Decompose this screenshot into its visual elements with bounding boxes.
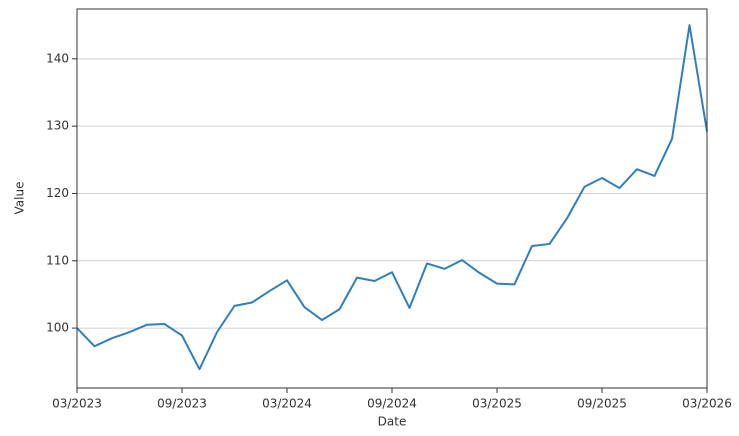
x-tick-label: 09/2023 <box>157 397 207 411</box>
x-tick-label: 03/2025 <box>472 397 522 411</box>
x-tick-label: 03/2026 <box>682 397 732 411</box>
x-axis-label: Date <box>378 415 407 429</box>
plot-frame <box>76 8 708 389</box>
y-tick-label: 100 <box>46 321 69 335</box>
x-tick-label: 09/2025 <box>577 397 627 411</box>
y-tick-label: 130 <box>46 119 69 133</box>
x-tick-label: 03/2024 <box>262 397 312 411</box>
x-tick-label: 09/2024 <box>367 397 417 411</box>
y-tick-label: 120 <box>46 186 69 200</box>
line-series <box>76 24 708 371</box>
y-axis-label: Value <box>13 182 27 215</box>
y-tick-label: 110 <box>46 253 69 267</box>
y-tick-label: 140 <box>46 51 69 65</box>
x-tick-label: 03/2023 <box>52 397 102 411</box>
